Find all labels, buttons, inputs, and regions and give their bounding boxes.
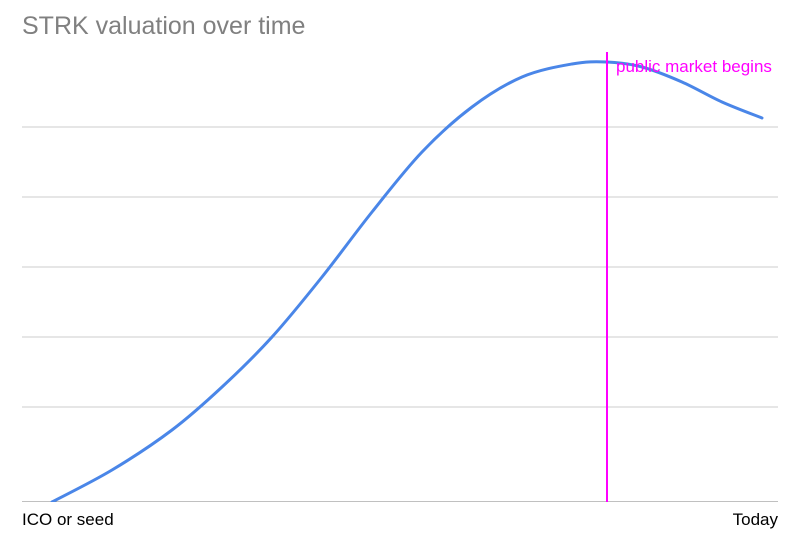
valuation-curve	[52, 62, 762, 502]
x-axis-label-end: Today	[733, 510, 778, 530]
annotation-public-market: public market begins	[616, 57, 772, 77]
plot-area	[22, 52, 778, 502]
chart-title: STRK valuation over time	[22, 12, 305, 41]
plot-svg	[22, 52, 778, 502]
x-axis-label-start: ICO or seed	[22, 510, 114, 530]
chart-container: STRK valuation over time ICO or seed Tod…	[0, 0, 800, 543]
